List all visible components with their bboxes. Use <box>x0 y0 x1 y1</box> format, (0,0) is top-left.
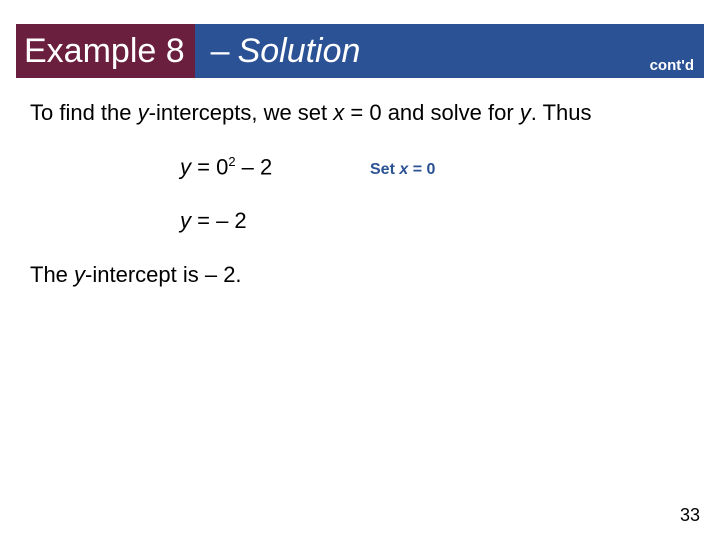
var-y: y <box>180 154 191 179</box>
equation-note-1: Set x = 0 <box>370 161 435 179</box>
text: = 0 <box>191 154 228 179</box>
superscript: 2 <box>228 154 235 169</box>
var-x: x <box>333 100 344 125</box>
var-y: y <box>520 100 531 125</box>
text: The <box>30 262 74 287</box>
title-left-text: Example 8 <box>24 32 185 71</box>
title-contd: cont'd <box>650 57 694 74</box>
text: -intercepts, we set <box>149 100 334 125</box>
title-right-text: Solution <box>238 32 361 71</box>
var-x: x <box>399 161 408 178</box>
conclusion-line: The y-intercept is – 2. <box>30 262 690 288</box>
text: -intercept is – 2. <box>85 262 242 287</box>
equation-2: y = – 2 <box>180 208 370 234</box>
text: Set <box>370 161 399 178</box>
text: To find the <box>30 100 138 125</box>
slide: Example 8 – Solution cont'd To find the … <box>0 0 720 540</box>
text: – 2 <box>236 154 273 179</box>
text: = 0 <box>408 161 435 178</box>
title-left-box: Example 8 <box>16 24 195 78</box>
equation-row-2: y = – 2 <box>180 208 690 234</box>
intro-line: To find the y-intercepts, we set x = 0 a… <box>30 100 690 126</box>
var-y: y <box>74 262 85 287</box>
title-bar: Example 8 – Solution cont'd <box>16 24 704 78</box>
var-y: y <box>180 208 191 233</box>
equation-1: y = 02 – 2 <box>180 154 370 180</box>
text: . Thus <box>531 100 592 125</box>
text: = 0 and solve for <box>344 100 520 125</box>
page-number: 33 <box>680 505 700 526</box>
title-dash: – <box>203 32 238 71</box>
text: = – 2 <box>191 208 247 233</box>
slide-body: To find the y-intercepts, we set x = 0 a… <box>30 100 690 316</box>
title-right-box: – Solution cont'd <box>195 24 704 78</box>
equation-row-1: y = 02 – 2 Set x = 0 <box>180 154 690 180</box>
var-y: y <box>138 100 149 125</box>
